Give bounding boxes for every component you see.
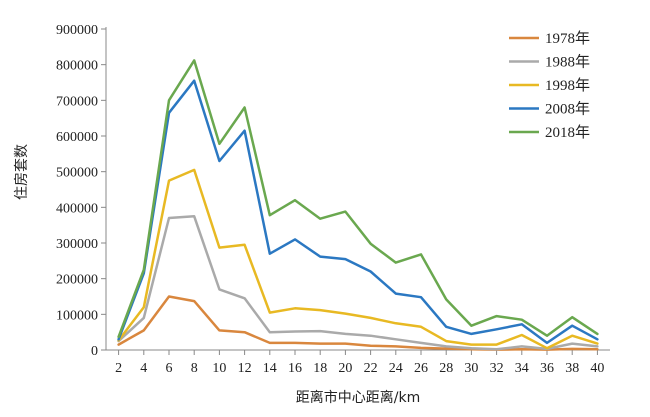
y-tick-label: 500000	[56, 166, 98, 181]
y-axis-title: 住房套数	[14, 144, 30, 200]
series-line-1	[117, 215, 599, 351]
x-tick-label: 30	[464, 361, 478, 376]
x-tick-label: 32	[490, 361, 504, 376]
y-tick-label: 600000	[56, 130, 98, 145]
x-tick-label: 4	[140, 361, 147, 376]
x-tick-label: 36	[540, 361, 554, 376]
legend: 1978年 1988年 1998年 2008年 2018年	[509, 30, 590, 141]
x-axis-title: 距离市中心距离/km	[296, 389, 420, 406]
y-tick-label: 300000	[56, 237, 98, 252]
x-tick-label: 28	[439, 361, 453, 376]
y-tick-label: 400000	[56, 201, 98, 216]
legend-label: 2008年	[545, 101, 590, 118]
series-line-2	[117, 168, 599, 350]
x-tick-label: 22	[364, 361, 378, 376]
x-tick-label: 24	[389, 361, 403, 376]
series-line-0	[117, 295, 599, 351]
y-tick-label: 700000	[56, 94, 98, 109]
series-layer	[117, 59, 599, 351]
y-tick-label: 900000	[56, 23, 98, 38]
x-tick-label: 34	[515, 361, 529, 376]
x-tick-label: 16	[288, 361, 302, 376]
x-tick-label: 26	[414, 361, 428, 376]
y-tick-label: 800000	[56, 59, 98, 74]
x-axis: 2 4 6 8 10 12 14 16 18 20 22 24 26 28 30 32 34 36 38 40	[106, 349, 610, 376]
x-tick-label: 2	[115, 361, 122, 376]
x-tick-label: 10	[212, 361, 226, 376]
x-tick-label: 20	[338, 361, 352, 376]
x-tick-label: 18	[313, 361, 327, 376]
legend-label: 1988年	[545, 54, 590, 71]
x-tick-label: 8	[191, 361, 198, 376]
x-tick-label: 14	[263, 361, 277, 376]
legend-label: 1998年	[545, 77, 590, 94]
x-tick-label: 12	[238, 361, 252, 376]
series-line-3	[117, 79, 599, 345]
y-tick-label: 200000	[56, 273, 98, 288]
y-tick-label: 100000	[56, 308, 98, 323]
legend-label: 2018年	[545, 124, 590, 141]
y-axis: 0 100000 200000 300000 400000 500000 600000 700…	[56, 23, 107, 359]
x-tick-label: 6	[166, 361, 173, 376]
x-tick-label: 38	[565, 361, 579, 376]
x-tick-label: 40	[590, 361, 604, 376]
legend-label: 1978年	[545, 30, 590, 47]
y-tick-label: 0	[91, 344, 98, 359]
series-line-4	[117, 59, 599, 339]
